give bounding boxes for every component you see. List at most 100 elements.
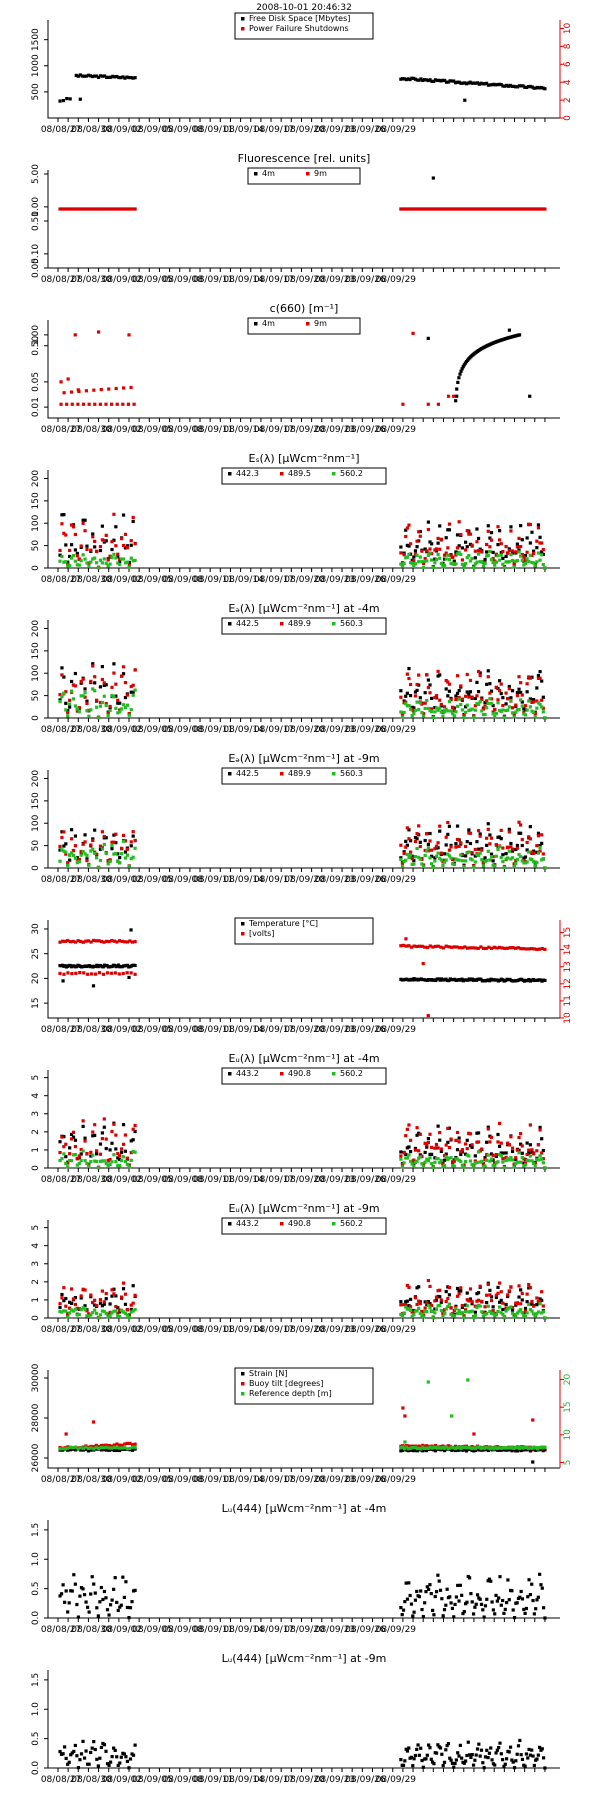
data-point bbox=[452, 1448, 456, 1452]
data-point bbox=[517, 1295, 521, 1299]
data-point bbox=[452, 207, 456, 211]
data-point bbox=[457, 844, 461, 849]
y-tick-label: 0.0 bbox=[31, 1761, 41, 1776]
data-point bbox=[127, 1313, 131, 1317]
data-point bbox=[129, 1151, 133, 1155]
data-point bbox=[464, 82, 469, 86]
data-point bbox=[442, 1311, 447, 1316]
legend-swatch bbox=[280, 772, 284, 776]
data-point bbox=[62, 849, 66, 853]
data-point bbox=[92, 388, 96, 392]
data-point bbox=[95, 561, 99, 565]
data-point bbox=[417, 833, 421, 837]
data-point bbox=[530, 700, 534, 705]
data-point bbox=[399, 944, 403, 948]
data-point bbox=[71, 1297, 76, 1301]
data-point bbox=[99, 74, 103, 78]
data-point bbox=[477, 1742, 481, 1746]
data-point bbox=[499, 551, 503, 555]
data-point bbox=[412, 1311, 416, 1315]
data-point bbox=[473, 704, 477, 708]
data-point bbox=[465, 672, 469, 677]
data-point bbox=[114, 1304, 118, 1309]
data-point bbox=[444, 687, 448, 691]
data-point bbox=[448, 1446, 452, 1450]
data-point bbox=[422, 78, 427, 82]
data-point bbox=[514, 207, 518, 211]
x-tick-label: 08/09/11 bbox=[193, 1775, 233, 1785]
data-point bbox=[505, 1448, 509, 1452]
data-point bbox=[73, 1448, 78, 1452]
data-point bbox=[62, 675, 66, 679]
data-point bbox=[95, 852, 99, 856]
data-point bbox=[501, 562, 505, 566]
data-point bbox=[451, 1160, 455, 1164]
data-point bbox=[519, 947, 523, 951]
data-point bbox=[415, 944, 419, 949]
data-point bbox=[458, 372, 462, 376]
data-point bbox=[438, 547, 442, 551]
data-point bbox=[127, 565, 131, 569]
data-point bbox=[85, 544, 89, 548]
data-point bbox=[541, 1304, 545, 1308]
data-point bbox=[114, 682, 118, 686]
data-point bbox=[93, 1123, 97, 1127]
data-point bbox=[77, 857, 81, 862]
data-point bbox=[125, 546, 129, 550]
data-point bbox=[444, 1155, 448, 1159]
data-point bbox=[81, 1446, 85, 1451]
x-tick-label: 08/09/26 bbox=[345, 1175, 386, 1185]
data-point bbox=[89, 940, 93, 944]
data-point bbox=[451, 705, 455, 710]
data-point bbox=[118, 1315, 122, 1319]
data-point bbox=[82, 1756, 87, 1760]
data-point bbox=[118, 710, 122, 714]
data-point bbox=[494, 560, 498, 564]
data-point bbox=[77, 1154, 81, 1158]
data-point bbox=[415, 1302, 419, 1307]
data-point bbox=[69, 1159, 74, 1163]
data-point bbox=[443, 78, 447, 83]
data-point bbox=[468, 1132, 473, 1136]
data-point bbox=[408, 1138, 413, 1142]
data-point bbox=[455, 546, 460, 550]
y-tick-label: 26000 bbox=[31, 1443, 41, 1472]
data-point bbox=[109, 75, 113, 79]
data-point bbox=[120, 1295, 124, 1299]
data-point bbox=[467, 1310, 471, 1314]
chart-title: Eₔ(λ) [μWcm⁻²nm⁻¹] at -9m bbox=[228, 752, 379, 765]
data-point bbox=[404, 77, 408, 82]
data-point bbox=[530, 850, 534, 854]
data-point bbox=[440, 1752, 444, 1756]
x-tick-label: 08/09/23 bbox=[315, 1775, 355, 1785]
data-point bbox=[450, 1606, 455, 1611]
data-point bbox=[492, 1447, 496, 1451]
data-point bbox=[475, 1305, 479, 1309]
data-point bbox=[493, 1612, 497, 1616]
data-point bbox=[407, 1746, 411, 1750]
data-point bbox=[421, 561, 426, 565]
data-point bbox=[69, 543, 74, 547]
data-point bbox=[464, 710, 468, 714]
data-point bbox=[117, 75, 121, 80]
data-point bbox=[415, 846, 419, 851]
data-point bbox=[408, 552, 413, 556]
data-point bbox=[418, 1153, 422, 1157]
data-point bbox=[69, 1137, 74, 1141]
data-point bbox=[510, 1758, 514, 1762]
data-point bbox=[460, 946, 464, 950]
data-point bbox=[89, 1448, 93, 1452]
legend-swatch bbox=[228, 622, 232, 626]
data-point bbox=[541, 1148, 545, 1153]
data-point bbox=[494, 1161, 498, 1165]
data-point bbox=[469, 1755, 473, 1760]
data-point bbox=[399, 551, 403, 555]
data-point bbox=[58, 548, 62, 553]
data-point bbox=[514, 559, 518, 563]
data-point bbox=[131, 1753, 136, 1757]
data-point bbox=[432, 1448, 436, 1452]
data-point bbox=[101, 972, 106, 976]
data-point bbox=[451, 555, 455, 559]
data-point bbox=[532, 86, 536, 90]
data-point bbox=[124, 1580, 128, 1584]
